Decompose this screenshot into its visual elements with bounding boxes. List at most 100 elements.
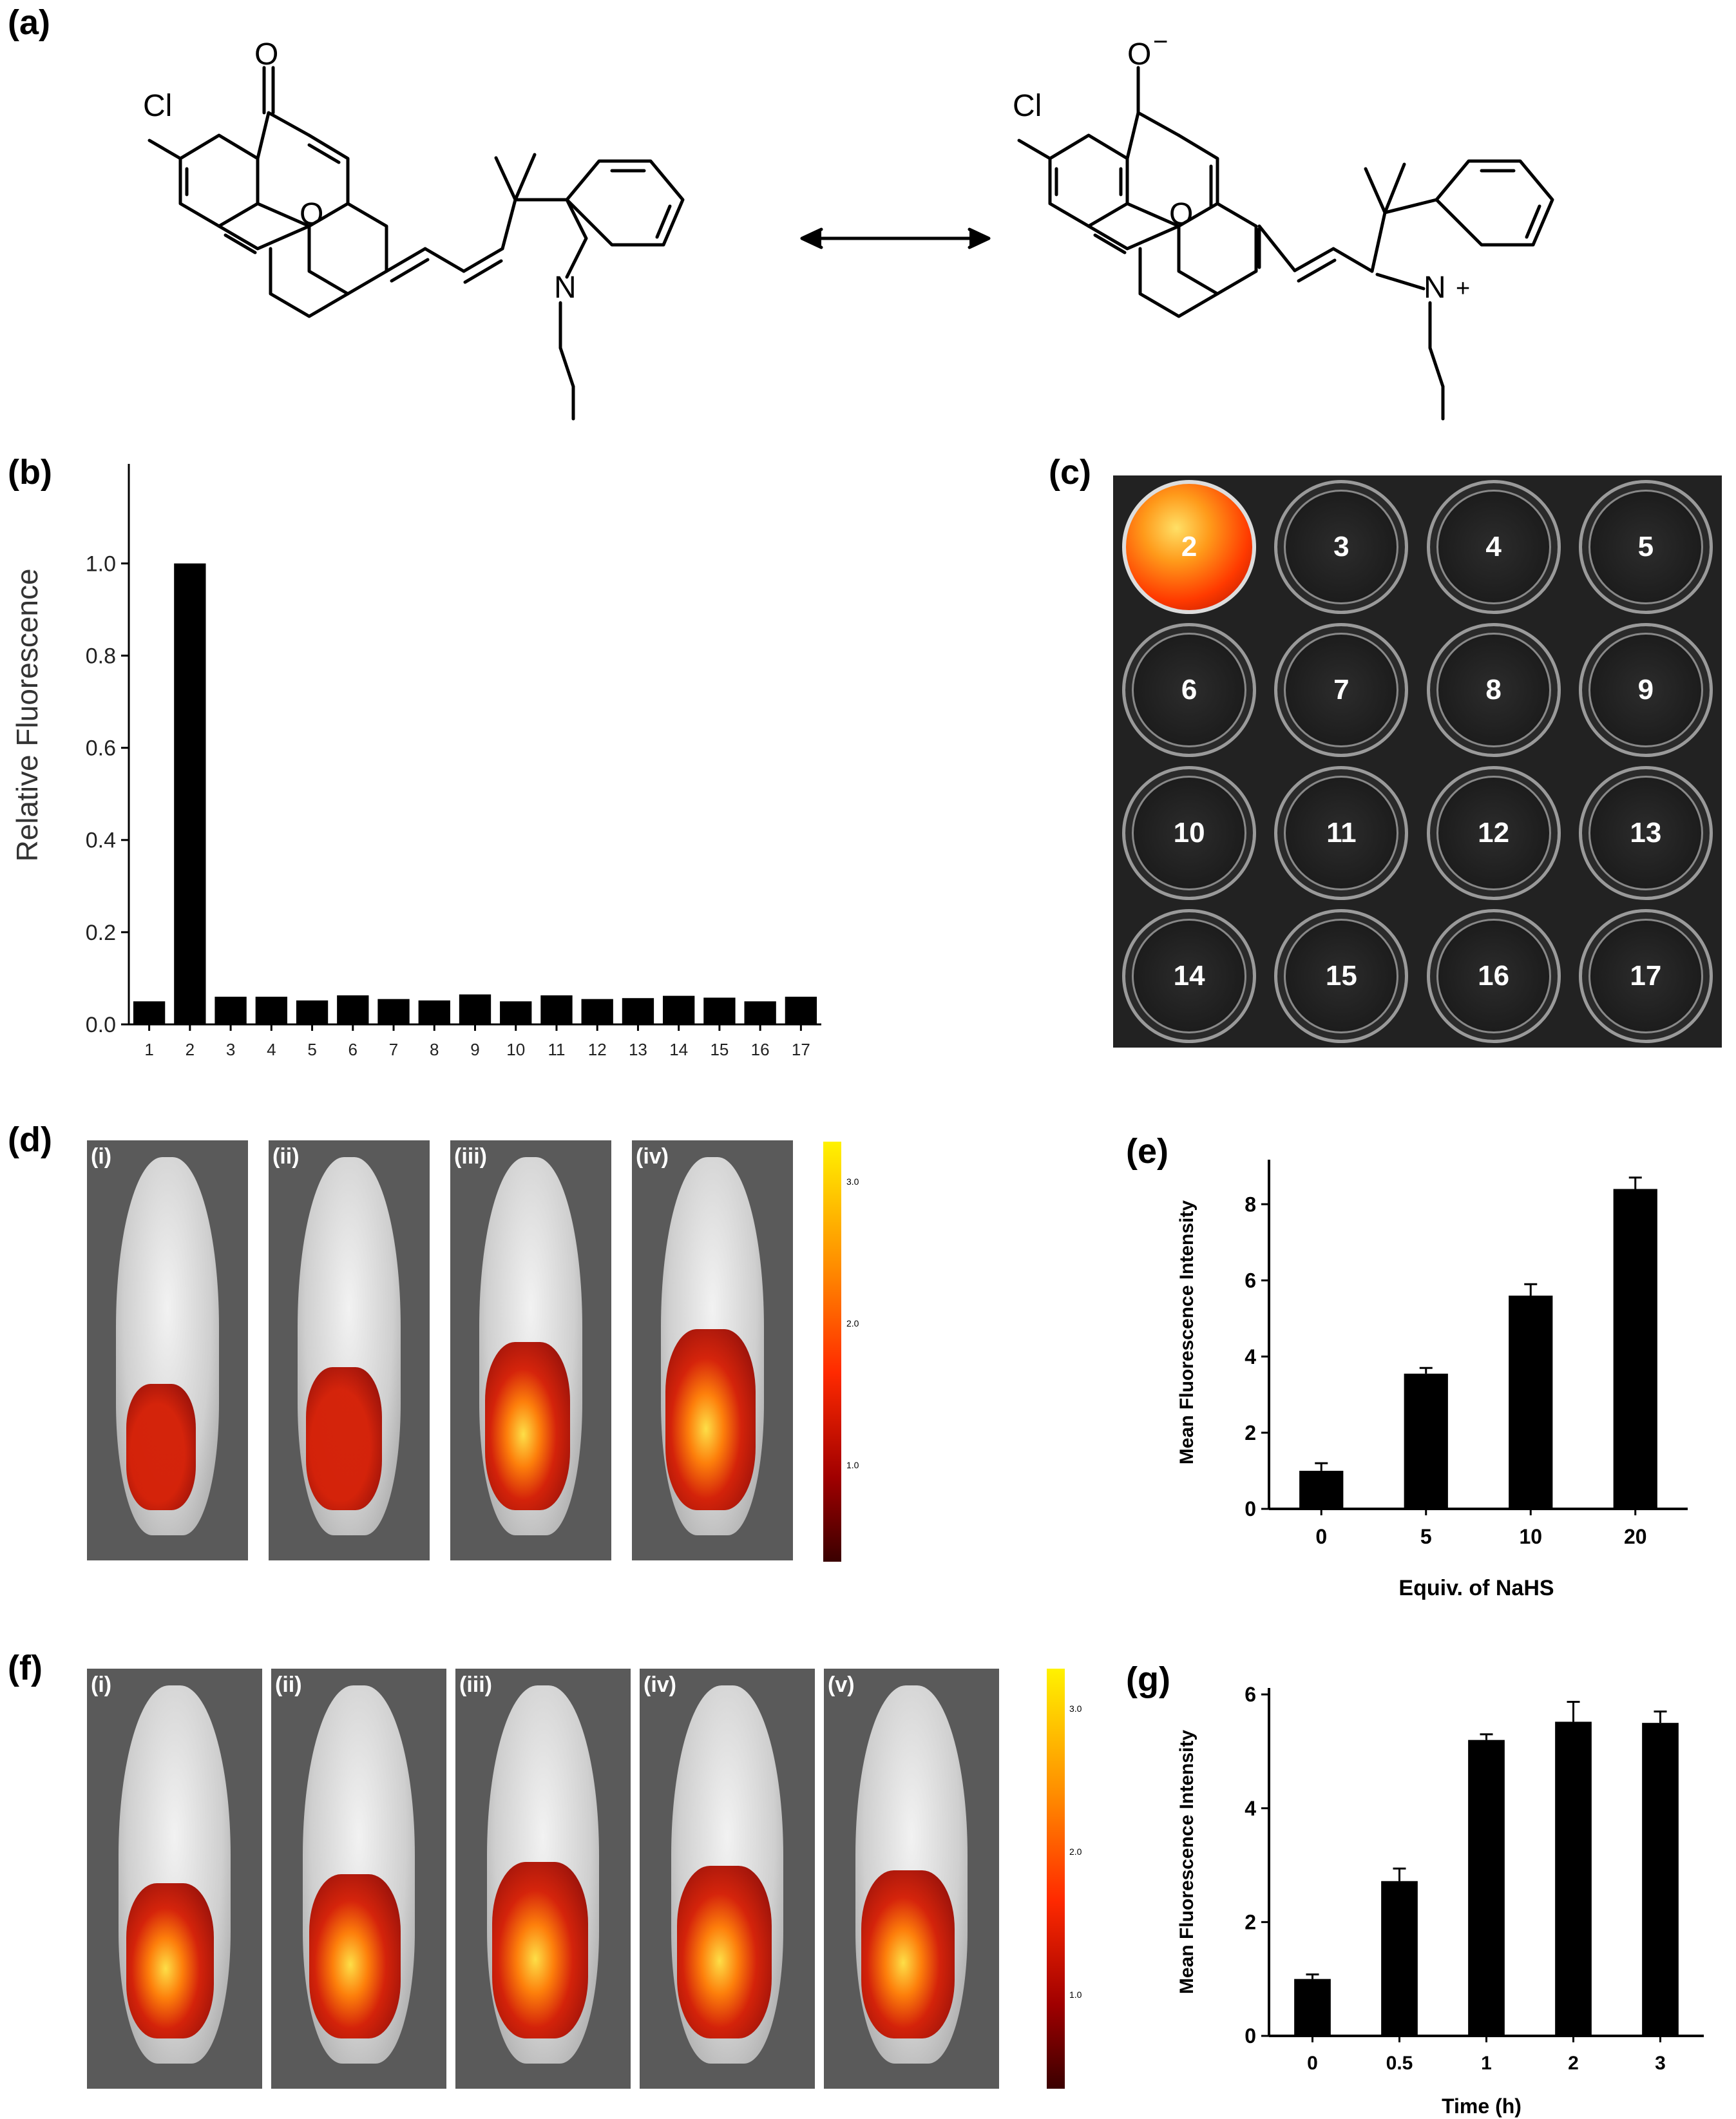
panel-label-d: (d) — [8, 1120, 52, 1159]
chart-g-xtick-label: 0 — [1307, 2053, 1318, 2074]
chart-b-ytick-label: 1.0 — [86, 551, 116, 576]
panel-d-tile: (i) — [87, 1140, 248, 1560]
chart-b-bar — [215, 997, 247, 1024]
chart-g-bar — [1381, 1881, 1418, 2036]
chart-e-ytick-label: 4 — [1245, 1345, 1256, 1368]
chart-g-xtick-label: 2 — [1568, 2053, 1579, 2074]
well-label: 15 — [1325, 960, 1357, 992]
well-7: 7 — [1274, 623, 1409, 757]
panel-d-mouse-images: (i) (ii) (iii) (iv) — [87, 1140, 892, 1566]
panel-label-g: (g) — [1126, 1660, 1170, 1699]
chart-g-ytick-label: 0 — [1245, 2024, 1256, 2047]
chart-g: Mean Fluorescence Intensity Time (h) 0 2 4… — [1176, 1683, 1704, 2118]
panel-f-signal — [309, 1874, 401, 2038]
chart-g-bar — [1294, 1979, 1331, 2036]
panel-f-tile-label: (ii) — [275, 1673, 302, 1697]
well-label: 5 — [1637, 531, 1654, 562]
chart-g-ytick-label: 6 — [1245, 1683, 1256, 1706]
chart-e-xtick-label: 20 — [1624, 1525, 1647, 1548]
chart-b-xtick-label: 4 — [267, 1040, 276, 1059]
chart-b-ytick-label: 0.0 — [86, 1013, 116, 1037]
chart-g-xtick-label: 1 — [1481, 2053, 1492, 2074]
chart-b-bar — [296, 1000, 329, 1024]
right-cl: Cl — [1013, 89, 1042, 123]
panel-f-scale-1: 1.0 — [1069, 1990, 1082, 2000]
left-n: N — [554, 271, 577, 305]
chart-b-bar — [622, 998, 654, 1024]
well-plate-image: 2 3 4 5 6 7 8 9 10 11 12 13 14 15 16 17 — [1113, 475, 1722, 1048]
chart-b-xtick-label: 17 — [792, 1040, 810, 1059]
panel-d-tile-label: (iii) — [454, 1144, 487, 1169]
panel-label-b: (b) — [8, 453, 52, 492]
chart-e-xlabel: Equiv. of NaHS — [1398, 1576, 1554, 1600]
chart-e-bar — [1613, 1189, 1657, 1509]
well-label: 16 — [1478, 960, 1510, 992]
chart-b-bar — [459, 994, 491, 1024]
chart-b-xtick-label: 2 — [186, 1040, 195, 1059]
chart-b-xtick-label: 1 — [144, 1040, 153, 1059]
well-label: 8 — [1485, 674, 1502, 705]
chart-b-xtick-label: 15 — [710, 1040, 729, 1059]
chart-b-xtick-label: 14 — [669, 1040, 688, 1059]
chart-b-bar — [540, 995, 573, 1024]
right-ring-o: O — [1169, 197, 1193, 231]
well-6: 6 — [1122, 623, 1257, 757]
chart-b-bar — [744, 1001, 776, 1024]
chart-b-ytick-label: 0.4 — [86, 829, 116, 853]
chart-e-ytick-label: 0 — [1245, 1497, 1256, 1520]
chart-e-ytick-label: 2 — [1245, 1421, 1256, 1444]
panel-f-tile-label: (v) — [828, 1673, 855, 1697]
well-4: 4 — [1426, 480, 1561, 614]
chart-g-bar — [1642, 1723, 1679, 2036]
chart-b-ytick-label: 0.6 — [86, 736, 116, 761]
chart-b-bar — [785, 997, 817, 1024]
panel-f-scale-3: 3.0 — [1069, 1703, 1082, 1714]
panel-f-scale-2: 2.0 — [1069, 1846, 1082, 1857]
chart-b-xtick-label: 16 — [751, 1040, 770, 1059]
panel-d-signal — [126, 1384, 196, 1510]
well-label: 14 — [1173, 960, 1205, 992]
right-charge-plus: + — [1456, 275, 1470, 302]
chart-b-ytick-label: 0.2 — [86, 921, 116, 945]
chart-b-bar — [581, 999, 613, 1024]
panel-f-tile: (i) — [87, 1669, 262, 2089]
chart-b-xtick-label: 11 — [548, 1040, 565, 1059]
right-phenolate-o: O — [1127, 37, 1151, 72]
well-16: 16 — [1426, 909, 1561, 1043]
well-12: 12 — [1426, 766, 1561, 900]
chart-e-bar — [1404, 1374, 1448, 1509]
panel-f-signal — [491, 1861, 589, 2038]
chart-b-xtick-label: 13 — [629, 1040, 647, 1059]
well-11: 11 — [1274, 766, 1409, 900]
chart-b: Relative Fluorescence 0.0 0.2 0.4 0.6 0.8 1.0… — [10, 464, 821, 1059]
well-14: 14 — [1122, 909, 1257, 1043]
panel-label-f: (f) — [8, 1649, 43, 1687]
right-n: N — [1424, 271, 1446, 305]
panel-d-scale-3: 3.0 — [846, 1176, 859, 1187]
chart-e-ylabel: Mean Fluorescence Intensity — [1176, 1200, 1197, 1464]
chart-e-ytick-label: 6 — [1245, 1269, 1256, 1292]
well-label: 3 — [1333, 531, 1350, 562]
panel-f-tile-label: (i) — [91, 1673, 112, 1697]
panel-label-e: (e) — [1126, 1132, 1168, 1171]
panel-f-mouse-images: (i) (ii) (iii) (iv) (v) — [87, 1669, 1053, 2094]
chart-e-xtick-label: 10 — [1519, 1525, 1542, 1548]
left-ring-o: O — [300, 197, 323, 231]
chart-e-xtick-label: 0 — [1315, 1525, 1327, 1548]
well-label: 11 — [1326, 817, 1357, 849]
chart-e-bar — [1299, 1470, 1344, 1509]
chart-b-ytick-label: 0.8 — [86, 644, 116, 669]
chart-b-bar — [703, 997, 736, 1024]
panel-f-colorbar — [1047, 1669, 1065, 2089]
panel-d-colorbar — [823, 1142, 841, 1562]
chart-b-bar — [337, 995, 369, 1024]
panel-d-tile: (iii) — [450, 1140, 611, 1560]
chart-g-bar — [1468, 1740, 1505, 2036]
panel-f-tile-label: (iv) — [644, 1673, 676, 1697]
panel-d-tile-label: (iv) — [636, 1144, 669, 1169]
chart-b-xtick-label: 10 — [506, 1040, 525, 1059]
chart-b-bar — [500, 1001, 532, 1024]
panel-label-a: (a) — [8, 3, 50, 42]
panel-d-signal — [306, 1367, 382, 1510]
chart-b-xtick-label: 8 — [430, 1040, 439, 1059]
